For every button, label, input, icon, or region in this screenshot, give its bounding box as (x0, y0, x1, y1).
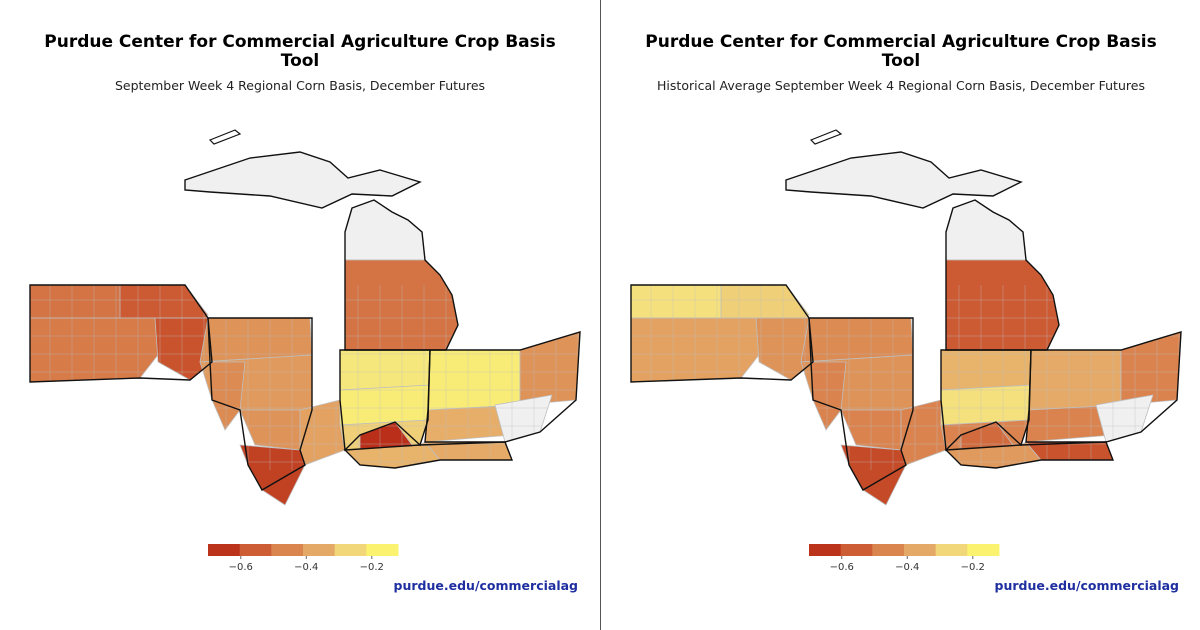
region-indiana-north (339, 349, 433, 391)
map-panel-right: Purdue Center for Commercial Agriculture… (601, 0, 1200, 630)
state-michigan-upper (785, 151, 1023, 209)
legend-swatch (334, 544, 367, 556)
region-ohio-east (519, 331, 581, 406)
basis-map (630, 129, 1182, 506)
region-iowa-northeast (119, 284, 209, 319)
legend-tick-label: −0.2 (360, 562, 384, 573)
legend-swatch (967, 544, 1000, 556)
region-ohio-east (1120, 331, 1182, 406)
color-scale-legend: −0.6 −0.4 −0.2 (809, 544, 1000, 573)
region-illinois-north (800, 317, 914, 363)
legend-swatch (935, 544, 968, 556)
basis-map (29, 129, 581, 506)
isle-royale (208, 129, 242, 145)
source-credit[interactable]: purdue.edu/commercialag (994, 578, 1179, 593)
region-indiana-central (940, 384, 1034, 426)
legend-tick-label: −0.4 (294, 562, 318, 573)
panel-divider (600, 0, 601, 630)
state-ohio (424, 331, 581, 443)
isle-royale (809, 129, 843, 145)
panel-subtitle: September Week 4 Regional Corn Basis, De… (114, 78, 486, 93)
region-indiana-north (940, 349, 1034, 391)
title-line-2: Tool (881, 51, 921, 71)
state-michigan-upper (184, 151, 422, 209)
region-missouri-bootheel (239, 444, 306, 506)
region-iowa-northeast (720, 284, 810, 319)
region-indiana-central (339, 384, 433, 426)
region-michigan-upper (785, 151, 1023, 209)
region-michigan-north-lower (344, 199, 426, 261)
state-kentucky-border (944, 441, 1115, 469)
region-ohio-west (1028, 349, 1122, 411)
color-scale-legend: −0.6 −0.4 −0.2 (208, 544, 399, 573)
legend-swatch (239, 544, 272, 556)
region-michigan-south-lower (945, 259, 1060, 351)
region-michigan-upper (184, 151, 422, 209)
state-illinois (808, 317, 914, 491)
title-line-1: Purdue Center for Commercial Agriculture… (645, 32, 1157, 52)
region-michigan-north-lower (945, 199, 1027, 261)
legend-swatch (872, 544, 905, 556)
state-michigan-lower (945, 199, 1060, 351)
state-illinois (207, 317, 313, 491)
legend-tick-label: −0.4 (895, 562, 919, 573)
region-illinois-south (900, 399, 947, 466)
state-iowa (630, 284, 814, 383)
state-ohio (1025, 331, 1182, 443)
legend-swatch (366, 544, 399, 556)
region-missouri-bootheel (840, 444, 907, 506)
region-illinois-north (199, 317, 313, 363)
panel-title: Purdue Center for Commercial Agriculture… (601, 33, 1200, 71)
legend-tick-label: −0.6 (830, 562, 854, 573)
legend-tick-label: −0.2 (961, 562, 985, 573)
legend-swatch (809, 544, 842, 556)
region-illinois-south (299, 399, 346, 466)
region-ohio-west (427, 349, 521, 411)
legend-swatch (840, 544, 873, 556)
legend-swatch (303, 544, 336, 556)
legend-swatch (904, 544, 937, 556)
panel-subtitle: Historical Average September Week 4 Regi… (657, 78, 1145, 93)
state-michigan-lower (344, 199, 459, 351)
legend-tick-label: −0.6 (229, 562, 253, 573)
panel-title: Purdue Center for Commercial Agriculture… (0, 33, 600, 71)
state-kentucky-border (343, 441, 514, 469)
map-panel-left: Purdue Center for Commercial Agriculture… (0, 32, 600, 593)
legend-swatch (208, 544, 241, 556)
state-iowa (29, 284, 213, 383)
title-line-1: Purdue Center for Commercial Agriculture… (44, 32, 556, 52)
region-michigan-south-lower (344, 259, 459, 351)
source-credit[interactable]: purdue.edu/commercialag (393, 578, 578, 593)
title-line-2: Tool (280, 51, 320, 71)
legend-swatch (271, 544, 304, 556)
